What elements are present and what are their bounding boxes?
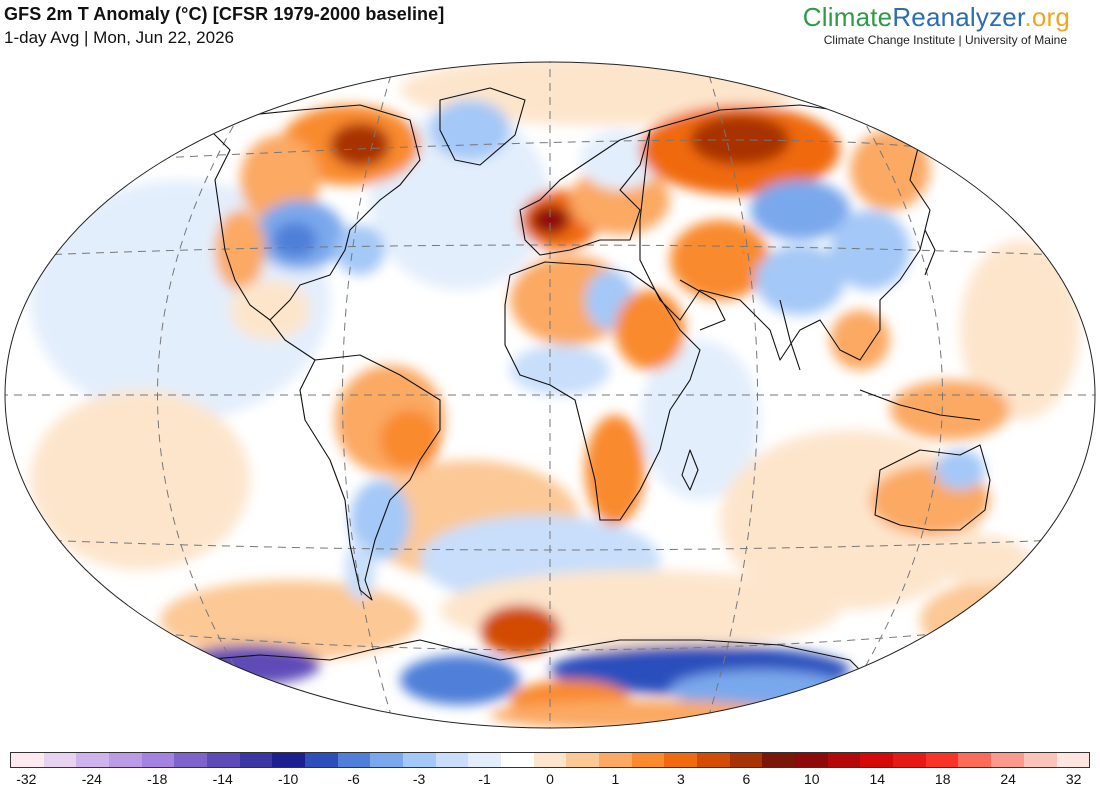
colorbar-tick-labels: -32 -24 -18 -14 -10 -6 -3 -1 0 1 3 6 10 14 18 24 32 — [0, 771, 1100, 791]
brand-tagline: Climate Change Institute | University of… — [823, 33, 1067, 47]
colorbar-tick-label: 1 — [611, 771, 620, 787]
colorbar-tick-label: 14 — [869, 771, 886, 787]
anomaly-field — [5, 62, 1095, 728]
colorbar-tick-label: -24 — [81, 771, 102, 787]
world-anomaly-map — [4, 61, 1096, 729]
colorbar-tick-label: 32 — [1065, 771, 1082, 787]
colorbar-swatch — [109, 753, 142, 767]
colorbar-tick-label: -14 — [212, 771, 233, 787]
colorbar-swatch — [43, 753, 77, 767]
colorbar-swatch — [762, 753, 796, 767]
colorbar-swatch — [729, 753, 763, 767]
colorbar-swatch — [1056, 753, 1090, 767]
colorbar-swatch — [435, 753, 469, 767]
colorbar-swatch — [207, 753, 240, 767]
colorbar-swatch — [533, 753, 567, 767]
colorbar-tick-label: -3 — [412, 771, 426, 787]
globe-outline — [4, 61, 1096, 729]
colorbar-swatch — [76, 753, 110, 767]
colorbar-swatch — [697, 753, 730, 767]
colorbar-swatch — [566, 753, 600, 767]
colorbar-swatch — [501, 753, 534, 767]
colorbar-swatch — [958, 753, 992, 767]
brand-logo-part2: Reanalyzer — [892, 2, 1025, 32]
colorbar-swatch — [631, 753, 665, 767]
colorbar-tick-label: -10 — [278, 771, 299, 787]
brand-logo-part3: .org — [1024, 2, 1070, 32]
colorbar-swatch — [272, 753, 306, 767]
colorbar-swatch — [893, 753, 926, 767]
graticule — [5, 62, 1095, 728]
colorbar-swatch — [370, 753, 404, 767]
colorbar — [10, 752, 1090, 768]
map-subtitle: 1-day Avg | Mon, Jun 22, 2026 — [4, 28, 234, 47]
colorbar-tick-label: 10 — [804, 771, 820, 787]
colorbar-swatch — [403, 753, 436, 767]
colorbar-swatch — [239, 753, 273, 767]
brand-logo-part1: Climate — [802, 2, 893, 32]
colorbar-tick-label: -32 — [16, 771, 37, 787]
colorbar-swatch — [599, 753, 632, 767]
colorbar-swatch — [991, 753, 1024, 767]
colorbar-tick-label: -6 — [347, 771, 360, 787]
colorbar-tick-label: 3 — [677, 771, 685, 787]
colorbar-tick-label: 6 — [742, 771, 751, 787]
colorbar-swatch — [827, 753, 861, 767]
colorbar-swatch — [174, 753, 208, 767]
colorbar-swatch — [305, 753, 338, 767]
colorbar-swatch — [1023, 753, 1057, 767]
colorbar-swatch — [141, 753, 175, 767]
colorbar-swatch — [468, 753, 502, 767]
colorbar-tick-label: 0 — [546, 771, 554, 787]
colorbar-swatch — [337, 753, 371, 767]
colorbar-swatch — [925, 753, 959, 767]
map-title: GFS 2m T Anomaly (°C) [CFSR 1979-2000 ba… — [4, 4, 445, 24]
colorbar-swatch — [664, 753, 698, 767]
colorbar-tick-label: 24 — [1000, 771, 1016, 787]
colorbar-tick-label: 18 — [934, 771, 951, 787]
colorbar-tick-label: -18 — [147, 771, 168, 787]
colorbar-tick-label: -1 — [478, 771, 491, 787]
brand-logo[interactable]: ClimateReanalyzer.org — [803, 2, 1070, 33]
colorbar-swatch — [860, 753, 894, 767]
colorbar-swatch — [795, 753, 828, 767]
colorbar-swatch — [11, 753, 44, 767]
